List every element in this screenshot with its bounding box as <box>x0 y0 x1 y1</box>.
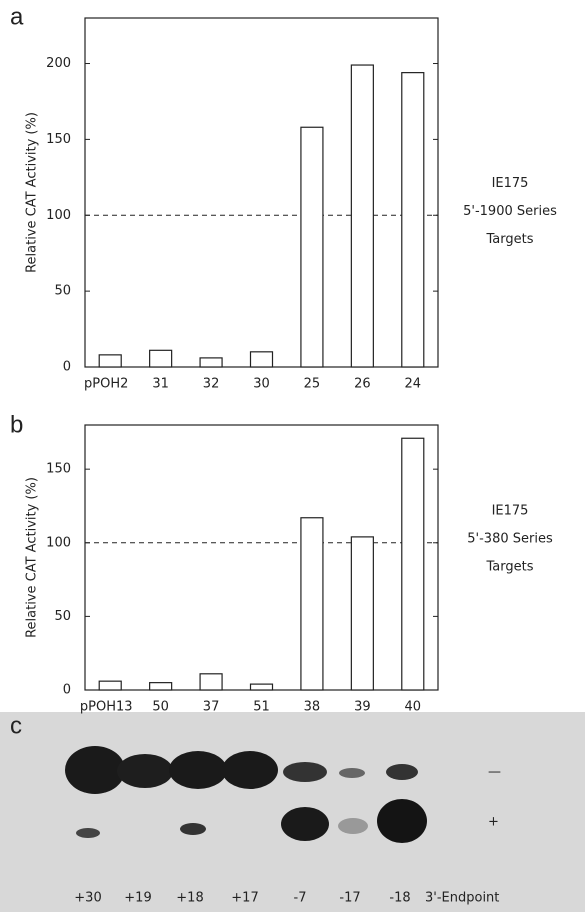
bar <box>251 352 273 367</box>
bar <box>402 438 424 690</box>
y-tick-label: 100 <box>46 535 71 550</box>
band <box>169 751 227 789</box>
band <box>339 768 365 778</box>
x-tick-label: 30 <box>253 377 270 392</box>
lane-label: +18 <box>176 891 203 906</box>
bar <box>351 537 373 690</box>
band <box>117 754 173 788</box>
panel-label: a <box>10 3 24 30</box>
annotation: 5'-1900 Series <box>463 204 557 219</box>
panel-label: b <box>10 411 23 438</box>
band <box>76 828 100 838</box>
bar <box>402 73 424 367</box>
bar <box>301 127 323 367</box>
annotation: 5'-380 Series <box>467 531 553 546</box>
y-tick-label: 100 <box>46 208 71 223</box>
bar <box>200 358 222 367</box>
y-axis-label: Relative CAT Activity (%) <box>25 477 40 638</box>
y-tick-label: 150 <box>46 132 71 147</box>
x-tick-label: 32 <box>203 377 220 392</box>
annotation: Targets <box>486 232 534 247</box>
lane-label: +19 <box>124 891 151 906</box>
bar <box>150 350 172 367</box>
y-tick-label: 0 <box>63 360 71 375</box>
x-tick-label: 50 <box>152 700 169 715</box>
y-tick-label: 50 <box>54 609 71 624</box>
y-tick-label: 150 <box>46 462 71 477</box>
bar <box>99 681 121 690</box>
bar <box>99 355 121 367</box>
band <box>65 746 125 794</box>
band <box>283 762 327 782</box>
x-tick-label: 38 <box>304 700 321 715</box>
lane-label: -18 <box>389 891 410 906</box>
figure: c — + 3'-Endpoint +30 +19 +18 +17 -7 -17 -18 a R… <box>0 0 585 912</box>
lane-label: -17 <box>339 891 360 906</box>
x-tick-label: pPOH13 <box>80 700 133 715</box>
bar <box>150 683 172 690</box>
annotation: IE175 <box>492 503 529 518</box>
row-label: + <box>488 815 499 830</box>
y-tick-label: 200 <box>46 56 71 71</box>
plot-frame <box>85 18 438 367</box>
x-tick-label: 51 <box>253 700 270 715</box>
x-tick-label: 25 <box>304 377 321 392</box>
lane-label: +30 <box>74 891 101 906</box>
row-label: — <box>488 765 501 780</box>
x-tick-label: pPOH2 <box>84 377 128 392</box>
band <box>338 818 368 834</box>
lane-label: -7 <box>294 891 307 906</box>
x-tick-label: 40 <box>405 700 422 715</box>
plot-frame <box>85 425 438 690</box>
band <box>180 823 206 835</box>
bar <box>351 65 373 367</box>
y-tick-label: 50 <box>54 284 71 299</box>
annotation: Targets <box>486 559 534 574</box>
panel-label: c <box>10 712 22 739</box>
x-tick-label: 39 <box>354 700 371 715</box>
lane-label: +17 <box>231 891 258 906</box>
x-tick-label: 26 <box>354 377 371 392</box>
x-tick-label: 24 <box>405 377 422 392</box>
x-tick-label: 31 <box>152 377 169 392</box>
annotation: IE175 <box>492 176 529 191</box>
y-axis-label: Relative CAT Activity (%) <box>25 112 40 273</box>
y-tick-label: 0 <box>63 683 71 698</box>
bar <box>200 674 222 690</box>
bar <box>301 518 323 690</box>
band <box>377 799 427 843</box>
band <box>222 751 278 789</box>
band <box>281 807 329 841</box>
band <box>386 764 418 780</box>
bar <box>251 684 273 690</box>
axis-label: 3'-Endpoint <box>425 891 499 906</box>
x-tick-label: 37 <box>203 700 220 715</box>
gel-panel: c — + 3'-Endpoint <box>0 712 585 912</box>
